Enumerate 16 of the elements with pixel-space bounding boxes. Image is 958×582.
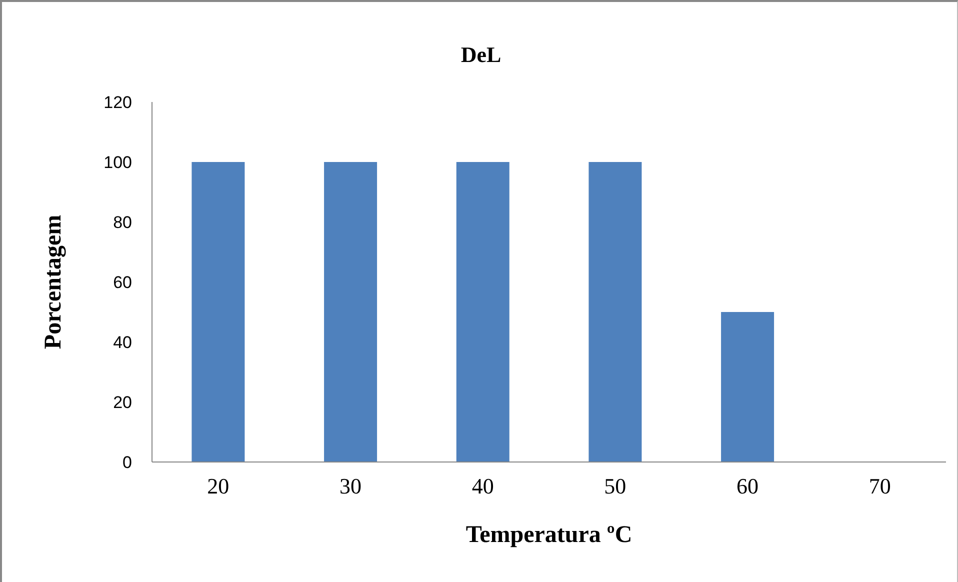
x-tick-label: 20 xyxy=(207,474,230,499)
y-tick-label: 100 xyxy=(104,153,132,172)
x-tick-label: 40 xyxy=(472,474,494,499)
y-axis-title: Porcentagem xyxy=(40,214,67,350)
x-tick-label: 30 xyxy=(340,474,362,499)
y-tick-label: 0 xyxy=(122,453,132,472)
x-tick-label: 60 xyxy=(736,474,758,499)
y-tick-label: 40 xyxy=(113,333,132,352)
x-tick-label: 50 xyxy=(604,474,626,499)
chart-title: DeL xyxy=(460,42,502,68)
y-tick-label: 120 xyxy=(104,93,132,112)
y-tick-label: 20 xyxy=(113,393,132,412)
x-axis-title: Temperatura ºC xyxy=(466,522,632,548)
x-tick-label: 70 xyxy=(868,474,891,499)
y-tick-label: 60 xyxy=(113,273,132,292)
y-tick-label: 80 xyxy=(113,213,132,232)
